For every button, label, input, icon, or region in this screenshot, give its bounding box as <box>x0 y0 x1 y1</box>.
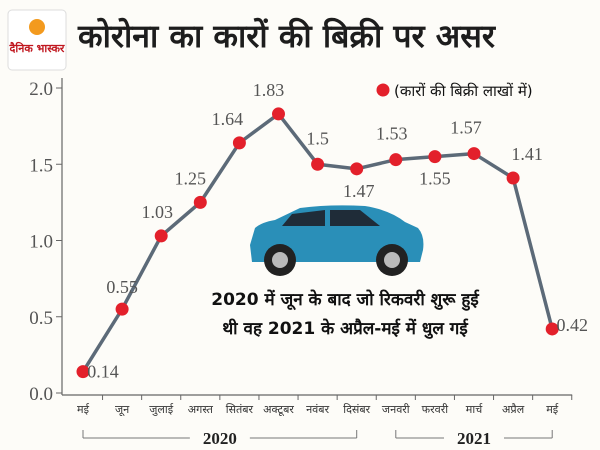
marker <box>389 153 403 167</box>
x-tick-label: जून <box>115 403 130 417</box>
chart-title: कोरोना का कारों की बिक्री पर असर <box>77 17 497 55</box>
y-tick-label: 0.5 <box>29 308 53 329</box>
value-label: 1.64 <box>212 109 244 129</box>
y-tick-label: 1.0 <box>29 232 53 253</box>
group-label: 2021 <box>457 429 491 448</box>
value-label: 1.53 <box>376 124 408 144</box>
logo-sun <box>29 19 45 35</box>
x-tick-label: जुलाई <box>149 403 174 416</box>
x-tick-label: अप्रैल <box>502 403 525 416</box>
marker <box>506 171 520 185</box>
logo-box <box>7 9 67 71</box>
value-label: 1.57 <box>450 118 482 138</box>
marker <box>467 147 481 161</box>
marker <box>76 365 90 379</box>
value-label: 0.42 <box>556 315 588 335</box>
value-label: 1.47 <box>343 181 375 201</box>
marker <box>193 195 207 209</box>
legend-marker <box>376 83 390 97</box>
annotation: थी वह 2021 के अप्रैल-मई में धुल गई <box>222 318 468 339</box>
y-tick-label: 1.5 <box>29 155 53 176</box>
value-label: 1.55 <box>419 169 451 189</box>
x-tick-label: जनवरी <box>382 403 410 416</box>
x-tick-label: नवंबर <box>306 403 330 416</box>
value-label: 1.5 <box>306 128 329 148</box>
x-tick-label: सितंबर <box>226 403 254 416</box>
car-windows <box>282 210 380 226</box>
value-label: 1.83 <box>253 80 285 100</box>
marker <box>428 150 442 164</box>
marker <box>154 229 168 243</box>
group-label: 2020 <box>203 429 237 448</box>
x-tick-label: अक्टूबर <box>263 403 294 417</box>
car-hub <box>384 252 400 268</box>
marker <box>311 157 325 171</box>
x-tick-label: मई <box>77 403 90 416</box>
marker <box>350 162 364 176</box>
x-tick-label: मई <box>546 403 559 416</box>
y-tick-label: 2.0 <box>29 79 53 100</box>
logo: दैनिक भास्कर <box>7 9 67 71</box>
legend-label: (कारों की बिक्री लाखों में) <box>394 82 533 100</box>
value-label: 1.25 <box>175 168 207 188</box>
x-tick-label: फरवरी <box>422 403 449 416</box>
car-hub <box>272 252 288 268</box>
value-label: 0.14 <box>87 362 119 382</box>
marker <box>272 107 285 121</box>
value-label: 1.03 <box>141 202 173 222</box>
y-tick-label: 0.0 <box>29 384 53 405</box>
marker <box>545 322 559 336</box>
x-tick-label: अगस्त <box>188 403 214 416</box>
x-tick-label: मार्च <box>466 403 483 416</box>
marker <box>115 302 129 316</box>
car-illustration <box>250 205 424 276</box>
marker <box>232 136 246 150</box>
value-label: 1.41 <box>511 144 543 164</box>
value-label: 0.55 <box>106 277 138 297</box>
logo-text: दैनिक भास्कर <box>9 41 65 55</box>
annotation: 2020 में जून के बाद जो रिकवरी शुरू हुई <box>211 289 479 311</box>
x-tick-label: दिसंबर <box>343 403 370 416</box>
